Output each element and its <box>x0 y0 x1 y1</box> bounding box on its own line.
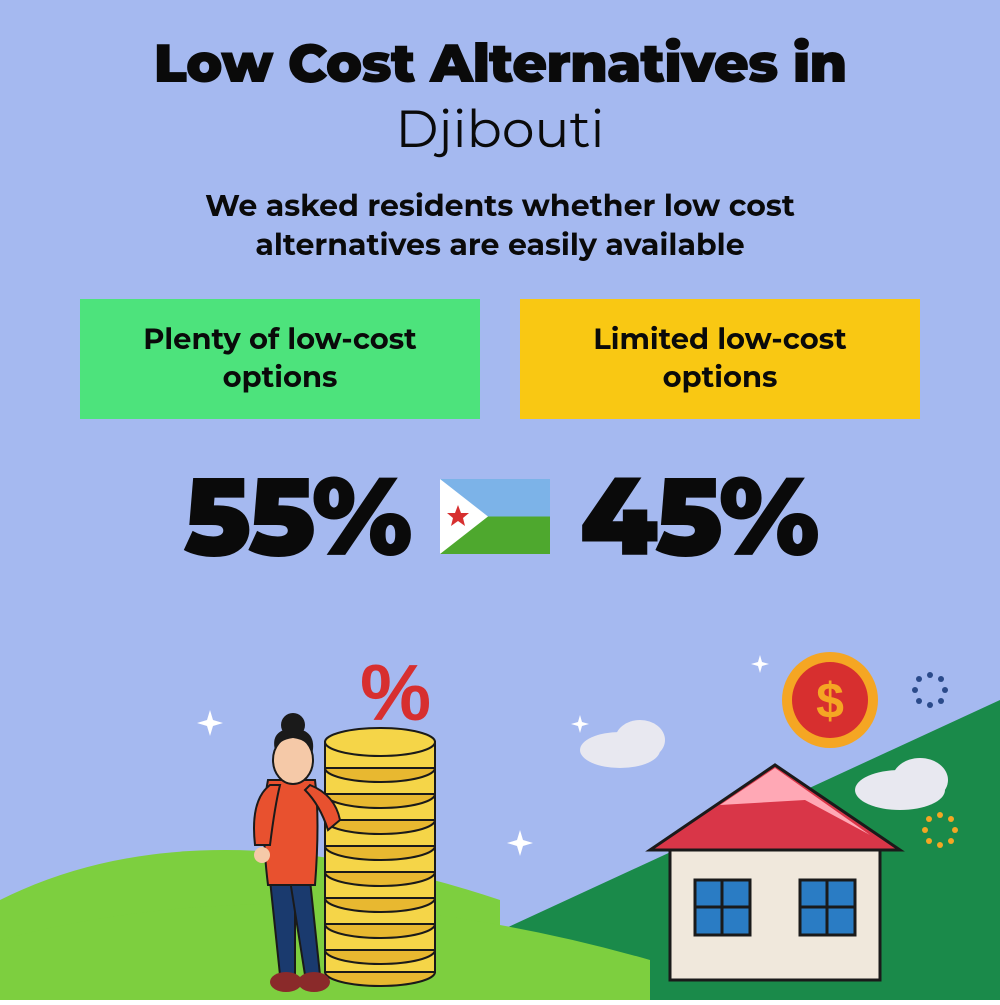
djibouti-flag-icon <box>440 479 550 554</box>
subtitle-line-2: alternatives are easily available <box>255 226 744 263</box>
stat-right-value: 45% <box>580 449 817 583</box>
subtitle-line-1: We asked residents whether low cost <box>205 187 795 224</box>
title-line-1: Low Cost Alternatives in <box>0 30 1000 96</box>
svg-text:$: $ <box>816 673 844 729</box>
header-section: Low Cost Alternatives in Djibouti We ask… <box>0 0 1000 264</box>
illustration-scene: $ <box>0 620 1000 1000</box>
card-plenty-options: Plenty of low-cost options <box>80 299 480 419</box>
infographic-canvas: Low Cost Alternatives in Djibouti We ask… <box>0 0 1000 1000</box>
coin-stack-icon <box>325 728 435 986</box>
card-limited-options: Limited low-cost options <box>520 299 920 419</box>
percent-icon: % <box>360 648 431 737</box>
title-line-2: Djibouti <box>0 98 1000 161</box>
option-cards: Plenty of low-cost options Limited low-c… <box>0 299 1000 419</box>
subtitle: We asked residents whether low cost alte… <box>0 186 1000 264</box>
stat-left-value: 55% <box>183 449 409 583</box>
stats-row: 55% 45% <box>0 449 1000 583</box>
